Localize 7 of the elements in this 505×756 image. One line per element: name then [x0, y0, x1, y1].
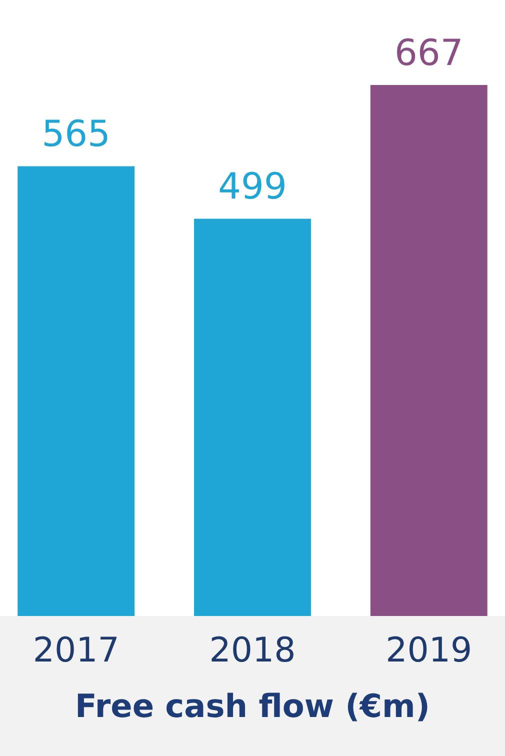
data-label: 499	[218, 166, 287, 208]
x-tick-label: 2017	[32, 630, 120, 670]
text: Free cash flow (€m)	[75, 687, 430, 725]
x-tick-label: 2019	[386, 630, 472, 670]
data-label: 667	[394, 33, 464, 74]
x-tick-label: 2018	[209, 630, 296, 670]
data-label: 565	[42, 114, 110, 156]
